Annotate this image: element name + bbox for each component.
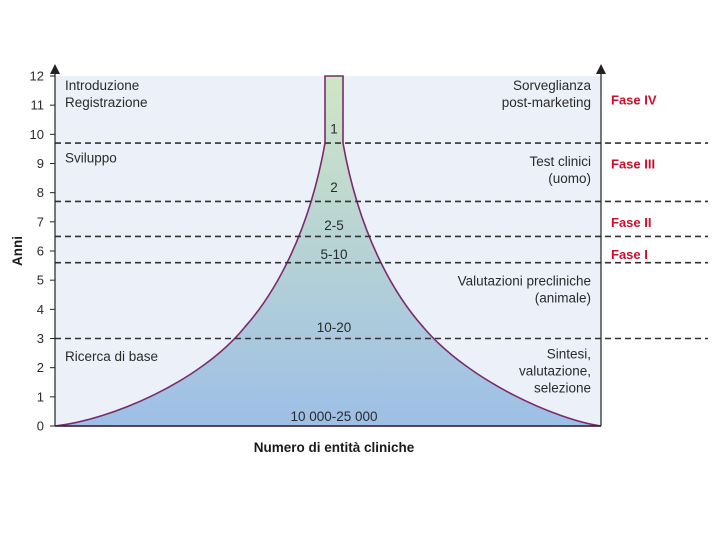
left-stage-label: Ricerca di base — [65, 349, 158, 364]
y-tick-label: 1 — [37, 389, 44, 404]
phase-labels: Fase IV Fase III Fase II Fase I — [611, 92, 657, 262]
funnel-count-label: 1 — [330, 122, 338, 137]
left-stage-label: Sviluppo — [65, 151, 117, 166]
phase-label: Fase III — [611, 157, 655, 172]
y-tick-label: 10 — [30, 127, 44, 142]
y-tick-label: 2 — [37, 360, 44, 375]
y-tick-label: 9 — [37, 156, 44, 171]
x-axis-title: Numero di entità cliniche — [254, 440, 415, 455]
right-stage-labels: Sorveglianza post-marketing Test clinici (u… — [458, 78, 592, 396]
right-stage-label: Sorveglianza post-marketing — [502, 78, 592, 110]
funnel-count-label: 10-20 — [317, 320, 352, 335]
funnel-count-label: 5-10 — [320, 247, 347, 262]
y-axis-left-arrow — [50, 64, 60, 74]
y-tick-label: 3 — [37, 331, 44, 346]
funnel-count-label: 2 — [330, 180, 338, 195]
y-axis-right-arrow — [596, 64, 606, 74]
funnel-count-label: 10 000-25 000 — [290, 409, 377, 424]
right-stage-label: Valutazioni precliniche (animale) — [458, 273, 591, 305]
right-stage-label: Test clinici (uomo) — [529, 154, 591, 186]
funnel-count-labels: 1 2 2-5 5-10 10-20 10 000-25 000 — [290, 122, 377, 424]
y-axis-title: Anni — [10, 236, 25, 266]
y-tick-label: 12 — [30, 69, 44, 84]
phase-label: Fase I — [611, 247, 648, 262]
phase-label: Fase II — [611, 215, 651, 230]
phase-label: Fase IV — [611, 92, 657, 107]
funnel-count-label: 2-5 — [324, 218, 344, 233]
y-tick-label: 5 — [37, 273, 44, 288]
left-stage-labels: Introduzione Registrazione Sviluppo Ricerca… — [65, 78, 158, 364]
y-tick-label: 4 — [37, 302, 44, 317]
y-tick-label: 11 — [31, 98, 45, 113]
left-stage-label: Introduzione Registrazione — [65, 78, 148, 110]
y-tick-label: 6 — [37, 244, 44, 259]
y-tick-label: 8 — [37, 185, 44, 200]
right-stage-label: Sintesi, valutazione, selezione — [519, 347, 591, 396]
y-tick-label: 0 — [37, 419, 44, 434]
phase-boundaries — [55, 142, 708, 340]
y-tick-label: 7 — [37, 214, 44, 229]
